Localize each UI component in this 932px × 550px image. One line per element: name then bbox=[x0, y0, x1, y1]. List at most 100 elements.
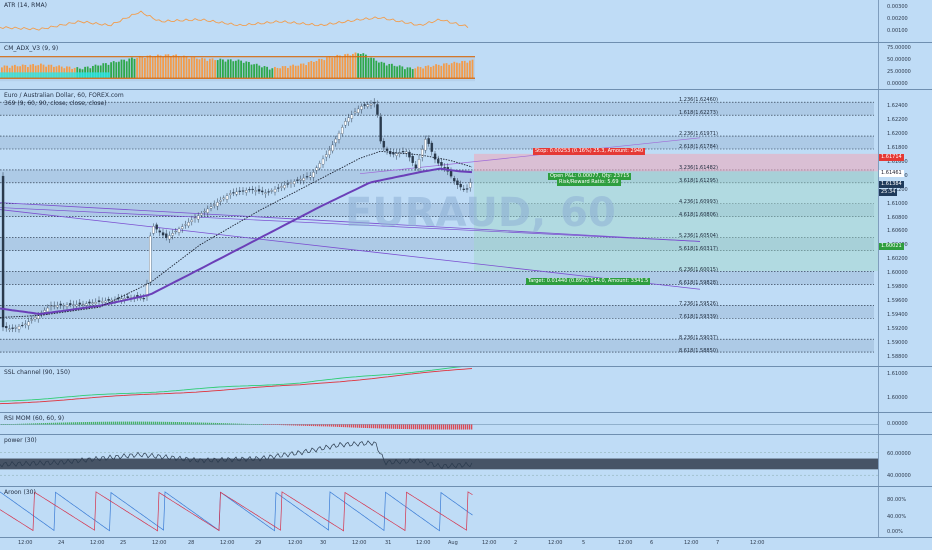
rsimom-bar bbox=[373, 424, 375, 429]
ssl-axis[interactable]: 1.61000 1.60000 bbox=[878, 367, 932, 412]
adx-bar bbox=[258, 65, 261, 79]
adx-bar bbox=[232, 61, 235, 79]
rsimom-bar bbox=[421, 424, 423, 430]
candle bbox=[312, 172, 315, 178]
adx-bar bbox=[245, 61, 248, 79]
time-tick: 24 bbox=[58, 540, 65, 546]
open-pnl-label[interactable]: Open P&L: 0.00077, Qty: 23715 bbox=[548, 173, 632, 180]
rsimom-bar bbox=[111, 421, 113, 425]
rsimom-bar bbox=[391, 424, 393, 429]
rsimom-bar bbox=[247, 423, 249, 425]
adx-bar bbox=[271, 68, 274, 79]
candle bbox=[193, 217, 197, 219]
rsimom-bar bbox=[345, 424, 347, 428]
atr-plot[interactable] bbox=[0, 0, 878, 42]
aroon-plot[interactable] bbox=[0, 487, 878, 537]
adx-bar bbox=[237, 59, 240, 79]
candle bbox=[341, 127, 344, 134]
time-axis[interactable]: 12:00 24 12:00 25 12:00 28 12:00 29 12:00 30 12:00… bbox=[0, 538, 932, 550]
candle bbox=[91, 302, 94, 304]
current-price-tag: 1.61384 bbox=[879, 181, 904, 188]
candle bbox=[334, 138, 338, 144]
rsimom-pane[interactable]: RSI MOM (60, 60, 9) 0.00000 bbox=[0, 413, 932, 435]
candle bbox=[376, 104, 379, 115]
adx-bar bbox=[365, 54, 367, 79]
adx-bar bbox=[375, 60, 378, 79]
candle bbox=[456, 180, 459, 186]
rsimom-bar bbox=[383, 424, 385, 429]
aroon-axis[interactable]: 80.00% 40.00% 0.00% bbox=[878, 487, 932, 537]
candle bbox=[75, 304, 78, 307]
rsimom-bar bbox=[407, 424, 409, 430]
candle bbox=[235, 191, 238, 195]
atr-pane[interactable]: ATR (14, RMA) 0.00300 0.00200 0.00100 bbox=[0, 0, 932, 43]
rsimom-bar bbox=[409, 424, 411, 430]
price-pane[interactable]: EURAUD, 60 Euro / Australian Dollar, 60,… bbox=[0, 90, 932, 367]
rsimom-bar bbox=[31, 423, 33, 425]
rsimom-bar bbox=[167, 421, 169, 425]
price-tick: 1.59800 bbox=[887, 284, 908, 291]
candle bbox=[401, 151, 405, 153]
time-tick: 31 bbox=[385, 540, 392, 546]
ssl-pane[interactable]: SSL channel (90, 150) 1.61000 1.60000 bbox=[0, 367, 932, 413]
candle bbox=[395, 153, 398, 156]
price-tick: 1.59200 bbox=[887, 325, 908, 332]
candle bbox=[360, 106, 363, 110]
candle bbox=[347, 117, 350, 122]
adx-bar bbox=[209, 58, 211, 79]
atr-axis[interactable]: 0.00300 0.00200 0.00100 bbox=[878, 0, 932, 42]
rsimom-axis[interactable]: 0.00000 bbox=[878, 413, 932, 434]
adx-bar bbox=[320, 58, 323, 79]
adx-plot[interactable] bbox=[0, 43, 878, 89]
adx-bar bbox=[211, 58, 214, 79]
candle bbox=[325, 154, 328, 158]
adx-bar bbox=[274, 66, 276, 79]
candle bbox=[62, 304, 66, 307]
adx-bar bbox=[396, 66, 398, 79]
candle bbox=[104, 300, 107, 303]
rsimom-bar bbox=[281, 424, 283, 426]
adx-bar bbox=[352, 53, 354, 79]
adx-bar bbox=[294, 65, 297, 79]
aroon-tick: 40.00% bbox=[887, 514, 907, 520]
candle bbox=[318, 163, 322, 169]
power-plot[interactable] bbox=[0, 435, 878, 486]
aroon-pane[interactable]: Aroon (30) 80.00% 40.00% 0.00% bbox=[0, 487, 932, 538]
adx-bar bbox=[391, 63, 393, 79]
adx-bar bbox=[185, 56, 188, 79]
rsimom-bar bbox=[305, 424, 307, 426]
fib-level-label: 8.236(1.59037) bbox=[679, 335, 718, 342]
price-tick: 1.62400 bbox=[887, 103, 908, 110]
fib-level-label: 3.618(1.61295) bbox=[679, 178, 718, 185]
power-band bbox=[0, 458, 878, 470]
rsimom-tick: 0.00000 bbox=[887, 421, 908, 427]
price-tick: 1.61000 bbox=[887, 200, 908, 207]
rsimom-bar bbox=[153, 421, 155, 425]
indicator-369-label[interactable]: 369 (9, 60, 90, close, close, close) bbox=[4, 100, 107, 107]
adx-bar bbox=[138, 55, 141, 79]
adx-bar bbox=[427, 65, 430, 79]
price-axis[interactable]: 1.62400 1.62200 1.62000 1.61800 1.61600 1.614… bbox=[878, 90, 932, 366]
rsimom-bar bbox=[165, 421, 167, 425]
symbol-title[interactable]: Euro / Australian Dollar, 60, FOREX.com bbox=[4, 92, 124, 99]
rsimom-plot[interactable] bbox=[0, 413, 878, 434]
adx-axis[interactable]: 75.00000 50.00000 25.00000 0.00000 bbox=[878, 43, 932, 89]
adx-bar bbox=[250, 64, 253, 79]
ssl-plot[interactable] bbox=[0, 367, 878, 412]
power-axis[interactable]: 60.00000 40.00000 bbox=[878, 435, 932, 486]
fib-zone bbox=[0, 271, 874, 285]
adx-bar bbox=[437, 64, 440, 79]
candle bbox=[165, 233, 168, 238]
target-label[interactable]: Target: 0.01440 (0.89%) 144.0, Amount: 3… bbox=[526, 278, 651, 285]
power-pane[interactable]: power (30) 60.00000 40.00000 bbox=[0, 435, 932, 487]
adx-bar bbox=[42, 64, 45, 79]
price-plot[interactable] bbox=[0, 90, 878, 366]
adx-bar bbox=[287, 67, 289, 79]
rsimom-bar bbox=[395, 424, 397, 429]
risk-reward-label: Risk/Reward Ratio: 5.69 bbox=[557, 179, 621, 186]
candle bbox=[363, 104, 366, 106]
candle bbox=[213, 204, 216, 206]
candle bbox=[171, 233, 174, 236]
adx-pane[interactable]: CM_ADX_V3 (9, 9) 75.00000 50.00000 25.00… bbox=[0, 43, 932, 90]
stop-loss-label[interactable]: Stop: 0.00253 (0.16%) 25.3, Amount: 2940 bbox=[533, 148, 646, 155]
